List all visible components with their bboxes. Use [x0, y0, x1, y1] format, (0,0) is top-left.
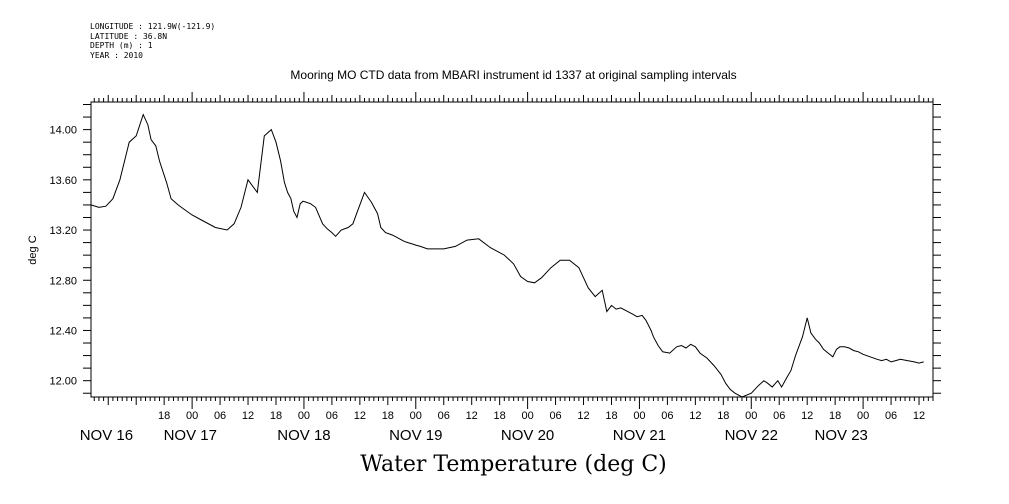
x-date-label: NOV 22 [725, 427, 778, 444]
x-hour-label: 18 [717, 410, 729, 422]
x-axis-ticks: 18 00 06 12 18 00 06 12 18 00 06 12 18 00 06 12 18 00 06 12… [80, 92, 934, 444]
x-hour-label: 12 [354, 410, 366, 422]
x-hour-label: 00 [186, 410, 198, 422]
plot-frame [90, 101, 934, 398]
x-hour-label: 06 [885, 410, 897, 422]
x-hour-label: 06 [549, 410, 561, 422]
x-hour-label: 12 [689, 410, 701, 422]
x-date-label: NOV 21 [613, 427, 666, 444]
x-hour-label: 06 [214, 410, 226, 422]
x-hour-label: 18 [829, 410, 841, 422]
x-date-label: NOV 20 [501, 427, 554, 444]
y-tick-label: 13.20 [49, 225, 77, 237]
chart-title: Mooring MO CTD data from MBARI instrumen… [290, 68, 737, 82]
y-tick-label: 12.80 [49, 275, 77, 287]
x-hour-label: 18 [494, 410, 506, 422]
x-hour-label: 00 [298, 410, 310, 422]
y-axis-ticks: 12.00 12.40 12.80 13.20 13.60 14.00 [49, 104, 941, 394]
x-hour-label: 00 [521, 410, 533, 422]
x-hour-label: 00 [745, 410, 757, 422]
y-axis-label: deg C [27, 235, 39, 264]
metadata-header: LONGITUDE : 121.9W(-121.9) LATITUDE : 36… [90, 22, 215, 60]
x-axis-label: Water Temperature (deg C) [360, 452, 667, 477]
y-tick-label: 13.60 [49, 175, 77, 187]
x-hour-label: 12 [913, 410, 925, 422]
x-hour-label: 12 [577, 410, 589, 422]
x-hour-label: 06 [773, 410, 785, 422]
longitude-label: LONGITUDE : 121.9W(-121.9) [90, 22, 216, 31]
x-hour-label: 18 [382, 410, 394, 422]
x-hour-label: 06 [326, 410, 338, 422]
depth-label: DEPTH (m) : 1 [90, 41, 153, 50]
y-tick-label: 14.00 [49, 125, 77, 137]
x-hour-label: 00 [633, 410, 645, 422]
x-hour-label: 12 [801, 410, 813, 422]
latitude-label: LATITUDE : 36.8N [90, 31, 168, 41]
y-tick-label: 12.00 [49, 376, 77, 388]
x-hour-label: 00 [410, 410, 422, 422]
x-date-label: NOV 23 [815, 427, 868, 444]
temperature-series-line [90, 113, 924, 398]
x-hour-label: 12 [466, 410, 478, 422]
x-hour-label: 12 [242, 410, 254, 422]
x-date-label: NOV 19 [389, 427, 442, 444]
plot-axes [90, 101, 934, 398]
year-label: YEAR : 2010 [90, 50, 143, 60]
x-hour-label: 18 [158, 410, 170, 422]
x-hour-label: 06 [438, 410, 450, 422]
x-date-label: NOV 17 [164, 427, 217, 444]
x-hour-label: 18 [270, 410, 282, 422]
x-hour-label: 00 [857, 410, 869, 422]
x-date-label: NOV 18 [277, 427, 330, 444]
x-hour-label: 18 [605, 410, 617, 422]
x-hour-label: 06 [661, 410, 673, 422]
y-tick-label: 12.40 [49, 325, 77, 337]
x-date-label: NOV 16 [80, 427, 133, 444]
